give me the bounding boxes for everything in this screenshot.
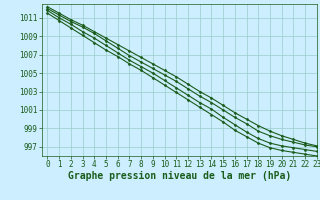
X-axis label: Graphe pression niveau de la mer (hPa): Graphe pression niveau de la mer (hPa) <box>68 171 291 181</box>
